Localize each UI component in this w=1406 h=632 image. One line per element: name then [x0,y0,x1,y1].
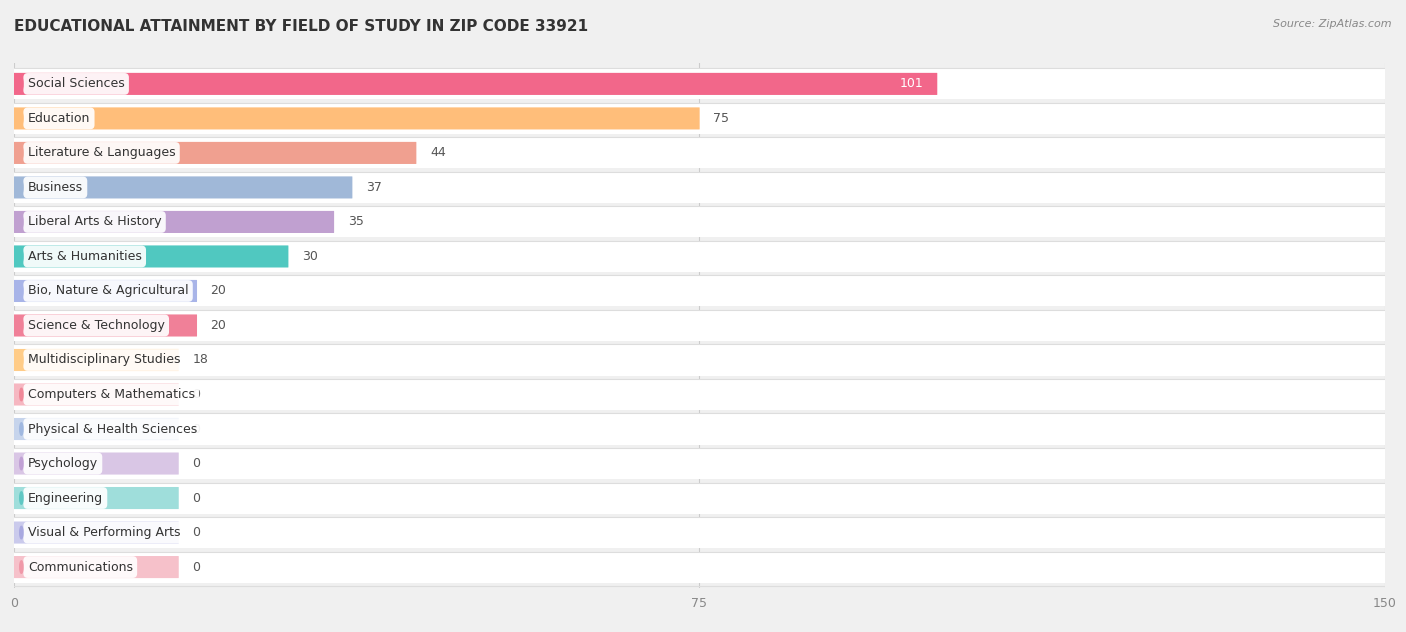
Text: 0: 0 [193,423,200,435]
Text: Source: ZipAtlas.com: Source: ZipAtlas.com [1274,19,1392,29]
Text: 0: 0 [193,457,200,470]
FancyBboxPatch shape [14,482,1385,514]
Circle shape [20,285,22,297]
FancyBboxPatch shape [14,137,1385,169]
Text: Arts & Humanities: Arts & Humanities [28,250,142,263]
Circle shape [20,112,22,125]
FancyBboxPatch shape [14,103,1385,134]
Circle shape [20,492,22,504]
FancyBboxPatch shape [14,211,335,233]
FancyBboxPatch shape [14,276,1385,307]
Circle shape [20,147,22,159]
FancyBboxPatch shape [14,207,1385,238]
FancyBboxPatch shape [14,310,1385,341]
Text: Psychology: Psychology [28,457,98,470]
Circle shape [20,354,22,366]
Text: 44: 44 [430,147,446,159]
Text: Visual & Performing Arts: Visual & Performing Arts [28,526,180,539]
FancyBboxPatch shape [14,176,353,198]
FancyBboxPatch shape [14,344,1385,375]
FancyBboxPatch shape [14,487,179,509]
FancyBboxPatch shape [14,172,1385,203]
FancyBboxPatch shape [14,453,179,475]
FancyBboxPatch shape [14,68,1385,99]
Circle shape [20,181,22,193]
Text: Engineering: Engineering [28,492,103,504]
FancyBboxPatch shape [14,413,1385,444]
Circle shape [20,561,22,573]
FancyBboxPatch shape [14,241,1385,272]
Circle shape [20,388,22,401]
Text: 75: 75 [713,112,730,125]
Text: 30: 30 [302,250,318,263]
Text: 20: 20 [211,319,226,332]
FancyBboxPatch shape [14,418,179,440]
Text: Computers & Mathematics: Computers & Mathematics [28,388,195,401]
Text: 18: 18 [193,353,208,367]
Text: Social Sciences: Social Sciences [28,77,125,90]
Text: EDUCATIONAL ATTAINMENT BY FIELD OF STUDY IN ZIP CODE 33921: EDUCATIONAL ATTAINMENT BY FIELD OF STUDY… [14,19,588,34]
Text: 0: 0 [193,526,200,539]
Text: Physical & Health Sciences: Physical & Health Sciences [28,423,197,435]
FancyBboxPatch shape [14,245,288,267]
FancyBboxPatch shape [14,521,179,544]
Text: 35: 35 [347,216,364,228]
FancyBboxPatch shape [14,142,416,164]
Text: Liberal Arts & History: Liberal Arts & History [28,216,162,228]
FancyBboxPatch shape [14,349,179,371]
Text: 37: 37 [366,181,382,194]
Text: 0: 0 [193,561,200,574]
Circle shape [20,319,22,332]
Text: Bio, Nature & Agricultural: Bio, Nature & Agricultural [28,284,188,298]
Text: 101: 101 [900,77,924,90]
FancyBboxPatch shape [14,552,1385,583]
Text: Literature & Languages: Literature & Languages [28,147,176,159]
Text: 20: 20 [211,284,226,298]
Circle shape [20,458,22,470]
FancyBboxPatch shape [14,73,938,95]
FancyBboxPatch shape [14,448,1385,479]
Text: Business: Business [28,181,83,194]
Text: Education: Education [28,112,90,125]
Text: Multidisciplinary Studies: Multidisciplinary Studies [28,353,180,367]
Text: Communications: Communications [28,561,132,574]
Circle shape [20,216,22,228]
FancyBboxPatch shape [14,280,197,302]
FancyBboxPatch shape [14,315,197,336]
Circle shape [20,423,22,435]
Circle shape [20,250,22,263]
Text: 0: 0 [193,388,200,401]
FancyBboxPatch shape [14,107,700,130]
FancyBboxPatch shape [14,517,1385,548]
Text: 0: 0 [193,492,200,504]
Text: Science & Technology: Science & Technology [28,319,165,332]
FancyBboxPatch shape [14,384,179,406]
Circle shape [20,78,22,90]
FancyBboxPatch shape [14,379,1385,410]
FancyBboxPatch shape [14,556,179,578]
Circle shape [20,526,22,538]
